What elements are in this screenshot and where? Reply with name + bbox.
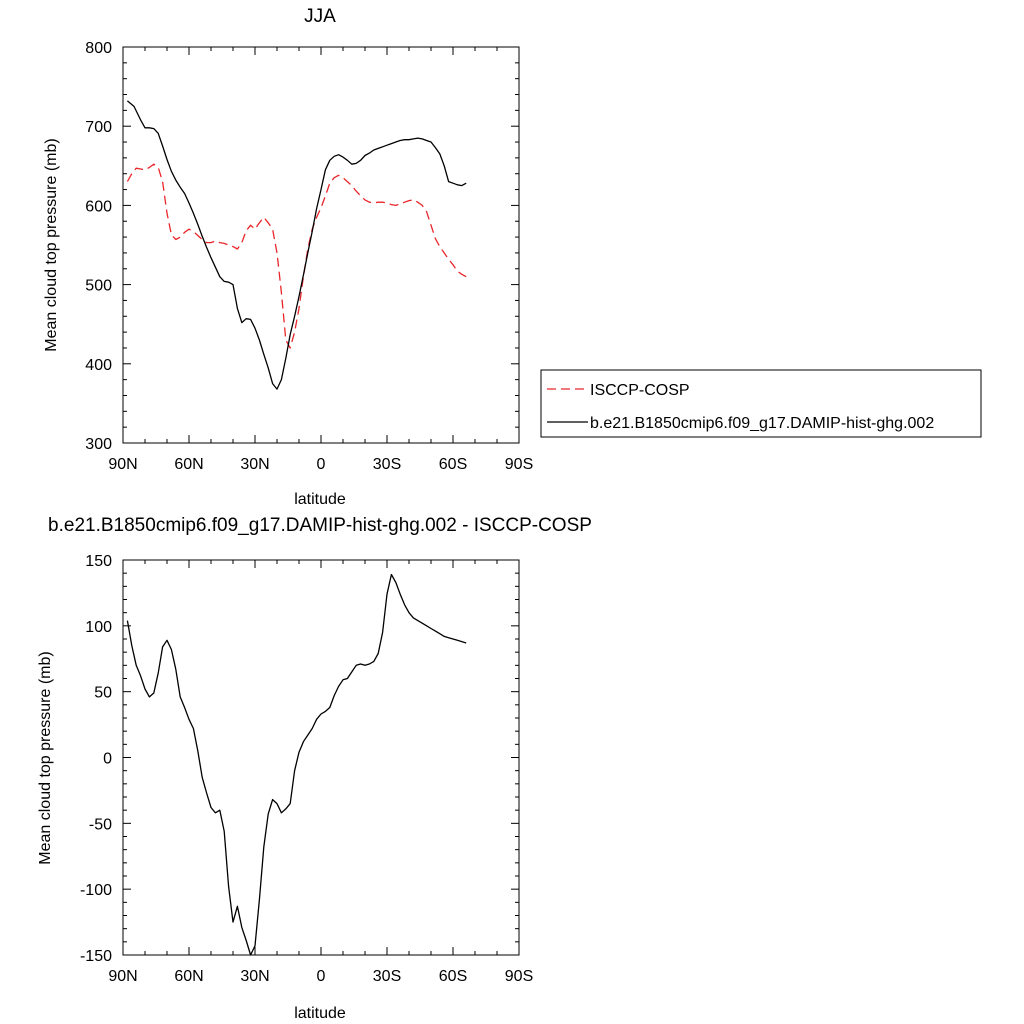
bottom-y-axis-label: Mean cloud top pressure (mb) xyxy=(37,651,54,864)
x-tick-label: 60N xyxy=(174,968,203,985)
y-tick-label: 400 xyxy=(85,357,112,374)
bottom-series-group xyxy=(126,573,467,956)
x-tick-label: 30S xyxy=(373,456,401,473)
x-tick-label: 90N xyxy=(108,968,137,985)
y-tick-label: 300 xyxy=(85,436,112,453)
y-tick-label: 100 xyxy=(85,619,112,636)
bottom-x-axis: 90N 60N 30N 0 30S 60S 90S xyxy=(108,560,533,985)
x-tick-label: 30N xyxy=(240,968,269,985)
x-tick-label: 0 xyxy=(317,456,326,473)
top-series-line-0 xyxy=(126,163,467,349)
y-tick-label: 700 xyxy=(85,119,112,136)
top-plot-frame xyxy=(122,46,520,444)
y-tick-label: 150 xyxy=(85,553,112,570)
y-tick-label: 600 xyxy=(85,198,112,215)
y-tick-label: -50 xyxy=(89,816,112,833)
bottom-chart-title: b.e21.B1850cmip6.f09_g17.DAMIP-hist-ghg.… xyxy=(48,515,592,536)
y-tick-label: -100 xyxy=(80,882,112,899)
x-tick-label: 90S xyxy=(505,456,533,473)
y-tick-label: 500 xyxy=(85,278,112,295)
bottom-y-axis: -150 -100 -50 0 50 100 150 xyxy=(80,553,519,965)
x-tick-label: 30S xyxy=(373,968,401,985)
x-tick-label: 60S xyxy=(439,968,467,985)
y-tick-label: -150 xyxy=(80,948,112,965)
top-chart-title: JJA xyxy=(304,6,336,27)
y-tick-label: 0 xyxy=(103,751,112,768)
top-series-line-1 xyxy=(126,100,467,390)
bottom-x-axis-label: latitude xyxy=(294,1005,346,1022)
legend-label-model: b.e21.B1850cmip6.f09_g17.DAMIP-hist-ghg.… xyxy=(590,415,934,432)
x-tick-label: 30N xyxy=(240,456,269,473)
x-tick-label: 0 xyxy=(317,968,326,985)
y-tick-label: 800 xyxy=(85,40,112,57)
bottom-series-line-0 xyxy=(126,573,467,956)
x-tick-label: 60N xyxy=(174,456,203,473)
x-tick-label: 90N xyxy=(108,456,137,473)
y-tick-label: 50 xyxy=(94,685,112,702)
top-x-axis: 90N 60N 30N 0 30S 60S 90S xyxy=(108,47,533,473)
top-y-axis: 300 400 500 600 700 800 xyxy=(85,40,519,453)
legend-label-isccp-cosp: ISCCP-COSP xyxy=(590,382,690,399)
legend-box xyxy=(540,369,982,438)
top-x-axis-label: latitude xyxy=(294,491,346,508)
legend: ISCCP-COSP b.e21.B1850cmip6.f09_g17.DAMI… xyxy=(540,369,982,438)
bottom-plot-frame xyxy=(122,559,520,956)
top-y-axis-label: Mean cloud top pressure (mb) xyxy=(43,138,60,351)
top-series-group xyxy=(126,100,467,390)
x-tick-label: 60S xyxy=(439,456,467,473)
bottom-line-chart: b.e21.B1850cmip6.f09_g17.DAMIP-hist-ghg.… xyxy=(37,515,592,1022)
x-tick-label: 90S xyxy=(505,968,533,985)
